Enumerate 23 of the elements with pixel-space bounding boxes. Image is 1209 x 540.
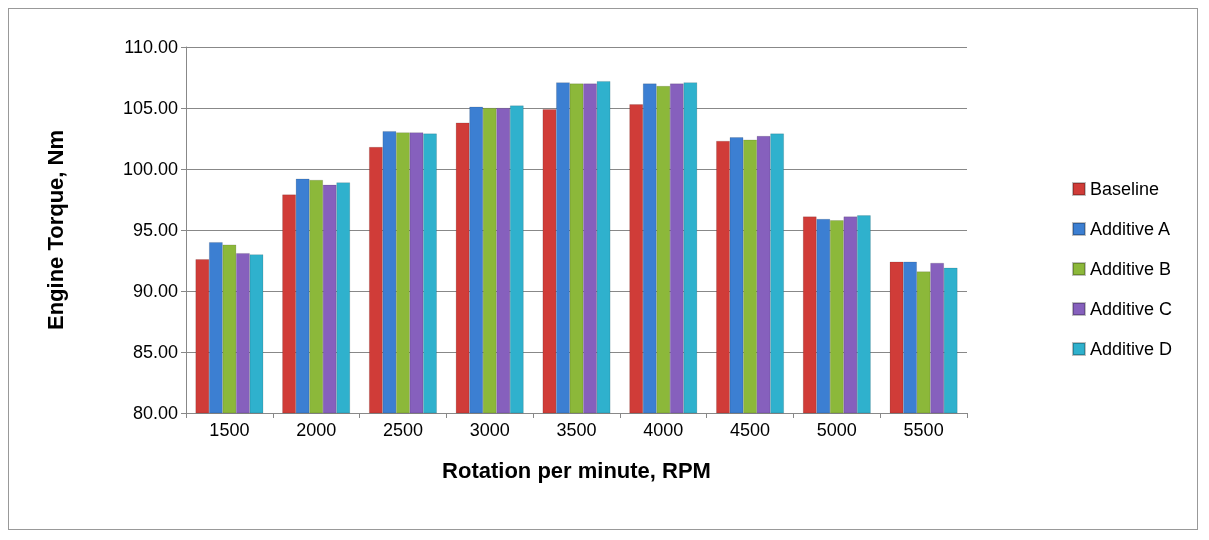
x-tick-label: 1500 [209, 420, 250, 440]
y-tick-label: 100.00 [122, 159, 178, 179]
y-tick-label: 90.00 [132, 281, 178, 301]
legend-label: Baseline [1089, 179, 1160, 199]
y-tick-label: 110.00 [124, 37, 178, 57]
x-tick-label: 2000 [296, 420, 337, 440]
legend-label: Additive C [1089, 299, 1173, 319]
legend-label: Additive B [1089, 259, 1172, 279]
x-tick-label: 2500 [382, 420, 423, 440]
x-tick-label: 4500 [730, 420, 771, 440]
x-tick-label: 3500 [556, 420, 597, 440]
x-tick-label: 3000 [469, 420, 510, 440]
x-tick-label: 4000 [643, 420, 684, 440]
x-axis-title: Rotation per minute, RPM [442, 457, 711, 483]
y-tick-label: 85.00 [132, 342, 178, 362]
y-tick-label: 105.00 [122, 98, 178, 118]
legend-label: Additive A [1089, 219, 1171, 239]
y-tick-label: 80.00 [132, 403, 178, 423]
legend-label: Additive D [1089, 339, 1173, 359]
y-axis-title: Engine Torque, Nm [42, 129, 68, 331]
x-tick-label: 5500 [903, 420, 944, 440]
y-tick-label: 95.00 [132, 220, 178, 240]
x-tick-label: 5000 [816, 420, 857, 440]
